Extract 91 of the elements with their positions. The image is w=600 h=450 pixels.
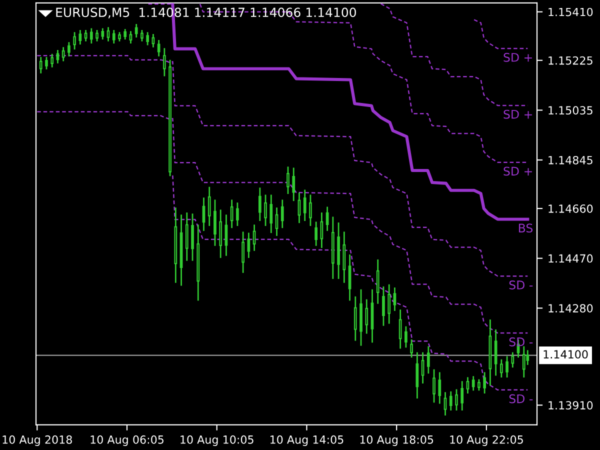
x-tick-label: 10 Aug 2018 xyxy=(2,435,72,446)
candlestick xyxy=(449,391,452,411)
candlestick xyxy=(106,27,110,42)
candlestick xyxy=(252,224,256,251)
candlestick xyxy=(466,377,470,394)
candlestick xyxy=(101,28,104,40)
y-tick-label: 1.15410 xyxy=(548,8,593,16)
series-label: SD - xyxy=(509,394,533,404)
candlestick xyxy=(382,286,385,326)
candlestick xyxy=(500,359,503,378)
ref-line-label: 1.14100 xyxy=(544,350,588,359)
x-tick-label: 10 Aug 14:05 xyxy=(270,435,344,446)
candlestick xyxy=(214,200,216,246)
candlestick xyxy=(472,376,475,391)
candlestick xyxy=(404,326,408,348)
candlestick xyxy=(421,352,424,384)
candlestick xyxy=(275,208,278,236)
candlestick xyxy=(314,222,318,246)
candlestick xyxy=(73,32,76,50)
candlestick xyxy=(146,32,150,46)
candlestick xyxy=(62,47,65,62)
candlestick xyxy=(45,57,48,70)
candlestick xyxy=(270,194,273,234)
x-tick-label: 10 Aug 06:05 xyxy=(90,435,164,446)
candlestick xyxy=(258,188,262,221)
candlestick xyxy=(354,296,357,341)
series-label: SD + xyxy=(504,110,532,119)
candlestick xyxy=(444,392,447,416)
candlestick xyxy=(286,166,290,194)
candlestick xyxy=(506,356,508,378)
candlestick xyxy=(219,210,222,258)
candlestick xyxy=(292,168,296,202)
candlestick xyxy=(438,372,442,404)
candlestick xyxy=(224,214,228,256)
candlestick xyxy=(247,232,250,258)
candlestick xyxy=(460,381,464,411)
candlestick xyxy=(230,200,234,228)
candlestick xyxy=(96,30,98,42)
candlestick xyxy=(483,372,486,394)
candlestick xyxy=(163,48,166,76)
candlestick xyxy=(56,50,60,64)
series-label: BS xyxy=(518,224,533,233)
series-label: SD + xyxy=(504,52,532,62)
candlestick xyxy=(90,28,93,44)
candlestick xyxy=(191,214,194,261)
candlestick xyxy=(140,30,144,42)
candlestick xyxy=(410,339,413,358)
candlestick xyxy=(348,254,352,301)
y-tick-label: 1.13910 xyxy=(548,401,593,410)
y-tick-label: 1.15225 xyxy=(548,56,592,65)
candlestick xyxy=(432,369,436,403)
candlestick xyxy=(365,299,368,334)
candlestick xyxy=(152,34,155,48)
candlestick xyxy=(416,352,419,398)
candlestick xyxy=(376,259,380,304)
candlestick xyxy=(303,190,306,221)
candlestick xyxy=(68,42,70,56)
candlestick xyxy=(242,232,244,273)
candlestick xyxy=(398,310,402,349)
x-tick-label: 10 Aug 18:05 xyxy=(360,435,434,446)
candlestick xyxy=(39,57,42,74)
candlestick xyxy=(280,200,284,228)
candlestick xyxy=(185,212,188,261)
candlestick xyxy=(112,30,116,44)
y-tick-label: 1.14470 xyxy=(548,254,593,263)
candlestick xyxy=(50,54,54,68)
candlestick xyxy=(426,346,430,374)
series-label: SD + xyxy=(504,166,532,176)
candlestick xyxy=(236,202,239,226)
series-label: SD - xyxy=(509,280,533,290)
candlestick xyxy=(309,194,312,226)
candlestick xyxy=(494,329,498,376)
candlestick xyxy=(522,346,526,378)
line-series xyxy=(473,19,528,50)
candlestick xyxy=(78,30,82,45)
y-tick-label: 1.14845 xyxy=(548,156,592,164)
y-tick-label: 1.14280 xyxy=(548,304,593,312)
candlestick xyxy=(388,284,391,324)
candlestick xyxy=(124,28,127,40)
candlestick xyxy=(393,288,396,311)
candlestick xyxy=(134,24,138,38)
x-tick-label: 10 Aug 22:05 xyxy=(450,435,523,446)
candlestick xyxy=(264,194,267,226)
candlestick xyxy=(455,389,458,411)
y-tick-label: 1.15035 xyxy=(548,106,592,115)
x-tick-label: 10 Aug 10:05 xyxy=(180,435,254,446)
candlestick xyxy=(511,352,514,368)
candlestick xyxy=(208,186,211,226)
y-tick-label: 1.14660 xyxy=(548,204,593,213)
candlestick xyxy=(478,379,480,391)
candlestick xyxy=(129,31,132,44)
